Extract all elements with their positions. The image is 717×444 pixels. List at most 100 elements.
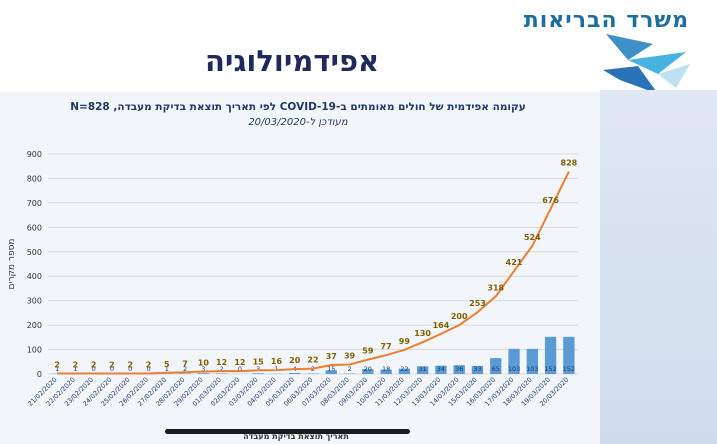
line-value-label: 2 [91, 361, 97, 370]
bar-value-label: 0 [110, 365, 114, 373]
bar-value-label: 31 [419, 365, 427, 373]
bar [416, 366, 429, 374]
side-decoration [600, 90, 717, 444]
line-value-label: 421 [506, 258, 523, 267]
bar-value-label: 2 [183, 365, 187, 373]
line-value-label: 5 [164, 360, 170, 369]
bar-value-label: 0 [146, 365, 150, 373]
line-value-label: 39 [344, 351, 356, 360]
epidemic-curve-chart: עקומה אפידמית של חולים מאומתים ב-COVID-1… [7, 101, 578, 441]
bar-value-label: 3 [256, 365, 260, 373]
line-value-label: 253 [469, 299, 486, 308]
chart-title: עקומה אפידמית של חולים מאומתים ב-COVID-1… [70, 101, 526, 113]
bar-value-label: 0 [92, 365, 96, 373]
line-value-label: 130 [414, 329, 431, 338]
line-value-label: 2 [127, 361, 133, 370]
line-value-label: 200 [451, 312, 468, 321]
bar [197, 373, 210, 374]
bar-value-label: 103 [508, 365, 520, 373]
bar [380, 369, 392, 374]
y-tick-label: 600 [27, 223, 42, 232]
line-value-label: 12 [216, 358, 227, 367]
bar-value-label: 1 [274, 365, 278, 373]
page-title: אפידמיולוגיה [205, 44, 380, 78]
bar-value-label: 20 [364, 365, 372, 373]
bar-value-label: 22 [400, 365, 408, 373]
line-value-label: 77 [381, 342, 392, 351]
y-tick-label: 700 [27, 199, 42, 208]
bar-value-label: 65 [492, 365, 500, 373]
line-value-label: 10 [198, 359, 210, 368]
bar [325, 370, 337, 374]
bar-value-label: 0 [238, 365, 242, 373]
scroll-indicator [165, 429, 410, 434]
line-value-label: 828 [561, 159, 578, 168]
bar [453, 365, 465, 374]
bar [362, 369, 374, 374]
line-value-label: 2 [54, 361, 60, 370]
chart-panel [0, 92, 600, 444]
bar-value-label: 1 [165, 365, 169, 373]
line-value-label: 676 [542, 196, 559, 205]
line-value-label: 2 [146, 361, 152, 370]
bar-series [51, 336, 575, 374]
bar-value-label: 34 [437, 365, 445, 373]
y-tick-label: 800 [27, 174, 42, 183]
bar-value-label: 152 [563, 365, 575, 373]
bar [471, 365, 484, 374]
bar-value-label: 103 [526, 365, 538, 373]
bar-value-label: 2 [347, 365, 351, 373]
bar [544, 336, 557, 374]
cumulative-line [57, 171, 570, 375]
header-banner: משרד הבריאות אפידמיולוגיה [0, 0, 717, 94]
line-value-label: 524 [524, 233, 541, 242]
y-tick-labels: 0 100 200 300 400 500 600 700 800 900 [27, 150, 42, 379]
bar [289, 373, 301, 374]
line-value-label: 2 [109, 361, 115, 370]
bar [252, 373, 264, 374]
x-axis-label: תאריך תוצאת בדיקת מעבדה [243, 432, 349, 441]
bar [508, 348, 520, 374]
y-tick-label: 900 [27, 150, 42, 159]
line-value-label: 37 [326, 352, 337, 361]
grid-lines [48, 153, 578, 375]
bar-value-label: 1 [55, 365, 59, 373]
bar-value-label: 0 [128, 365, 132, 373]
y-tick-label: 200 [27, 321, 42, 330]
chart-subtitle: מעודכן ל-20/03/2020 [248, 117, 348, 128]
bar [490, 358, 502, 374]
line-value-label: 164 [433, 321, 450, 330]
bar-value-label: 2 [220, 365, 224, 373]
y-tick-label: 100 [27, 346, 42, 355]
line-value-label: 59 [362, 347, 374, 356]
line-value-label: 20 [289, 356, 301, 365]
bar-value-label: 18 [382, 365, 390, 373]
bar [398, 368, 411, 374]
x-tick-labels: 21/02/202022/02/202023/02/202024/02/2020… [26, 376, 570, 408]
y-axis-label: מספר מקרים [7, 238, 17, 289]
line-value-label: 318 [487, 283, 504, 292]
y-tick-label: 500 [27, 248, 42, 257]
bar [435, 365, 447, 374]
line-value-label: 12 [234, 358, 245, 367]
line-value-label: 16 [271, 357, 283, 366]
line-value-label: 15 [253, 357, 265, 366]
y-tick-label: 400 [27, 272, 42, 281]
bar-value-label: 152 [544, 365, 556, 373]
line-value-label: 2 [73, 361, 79, 370]
bar-value-label: 33 [473, 365, 481, 373]
bar-value-label: 1 [73, 365, 77, 373]
line-value-label: 99 [399, 337, 411, 346]
bar-value-label: 15 [327, 365, 335, 373]
bar [563, 336, 575, 374]
bar-value-labels: 1 1 0 0 0 0 1 2 3 2 0 3 1 4 2 15 2 20 18 22 31 34 36 33 65 103 103… [55, 365, 575, 373]
y-tick-label: 300 [27, 297, 42, 306]
line-value-label: 22 [307, 356, 318, 365]
ministry-name: משרד הבריאות [523, 8, 689, 33]
bar [526, 348, 538, 374]
y-tick-label: 0 [37, 370, 42, 379]
ministry-logo [603, 34, 690, 94]
line-value-label: 7 [182, 359, 188, 368]
bar-value-label: 36 [455, 365, 463, 373]
